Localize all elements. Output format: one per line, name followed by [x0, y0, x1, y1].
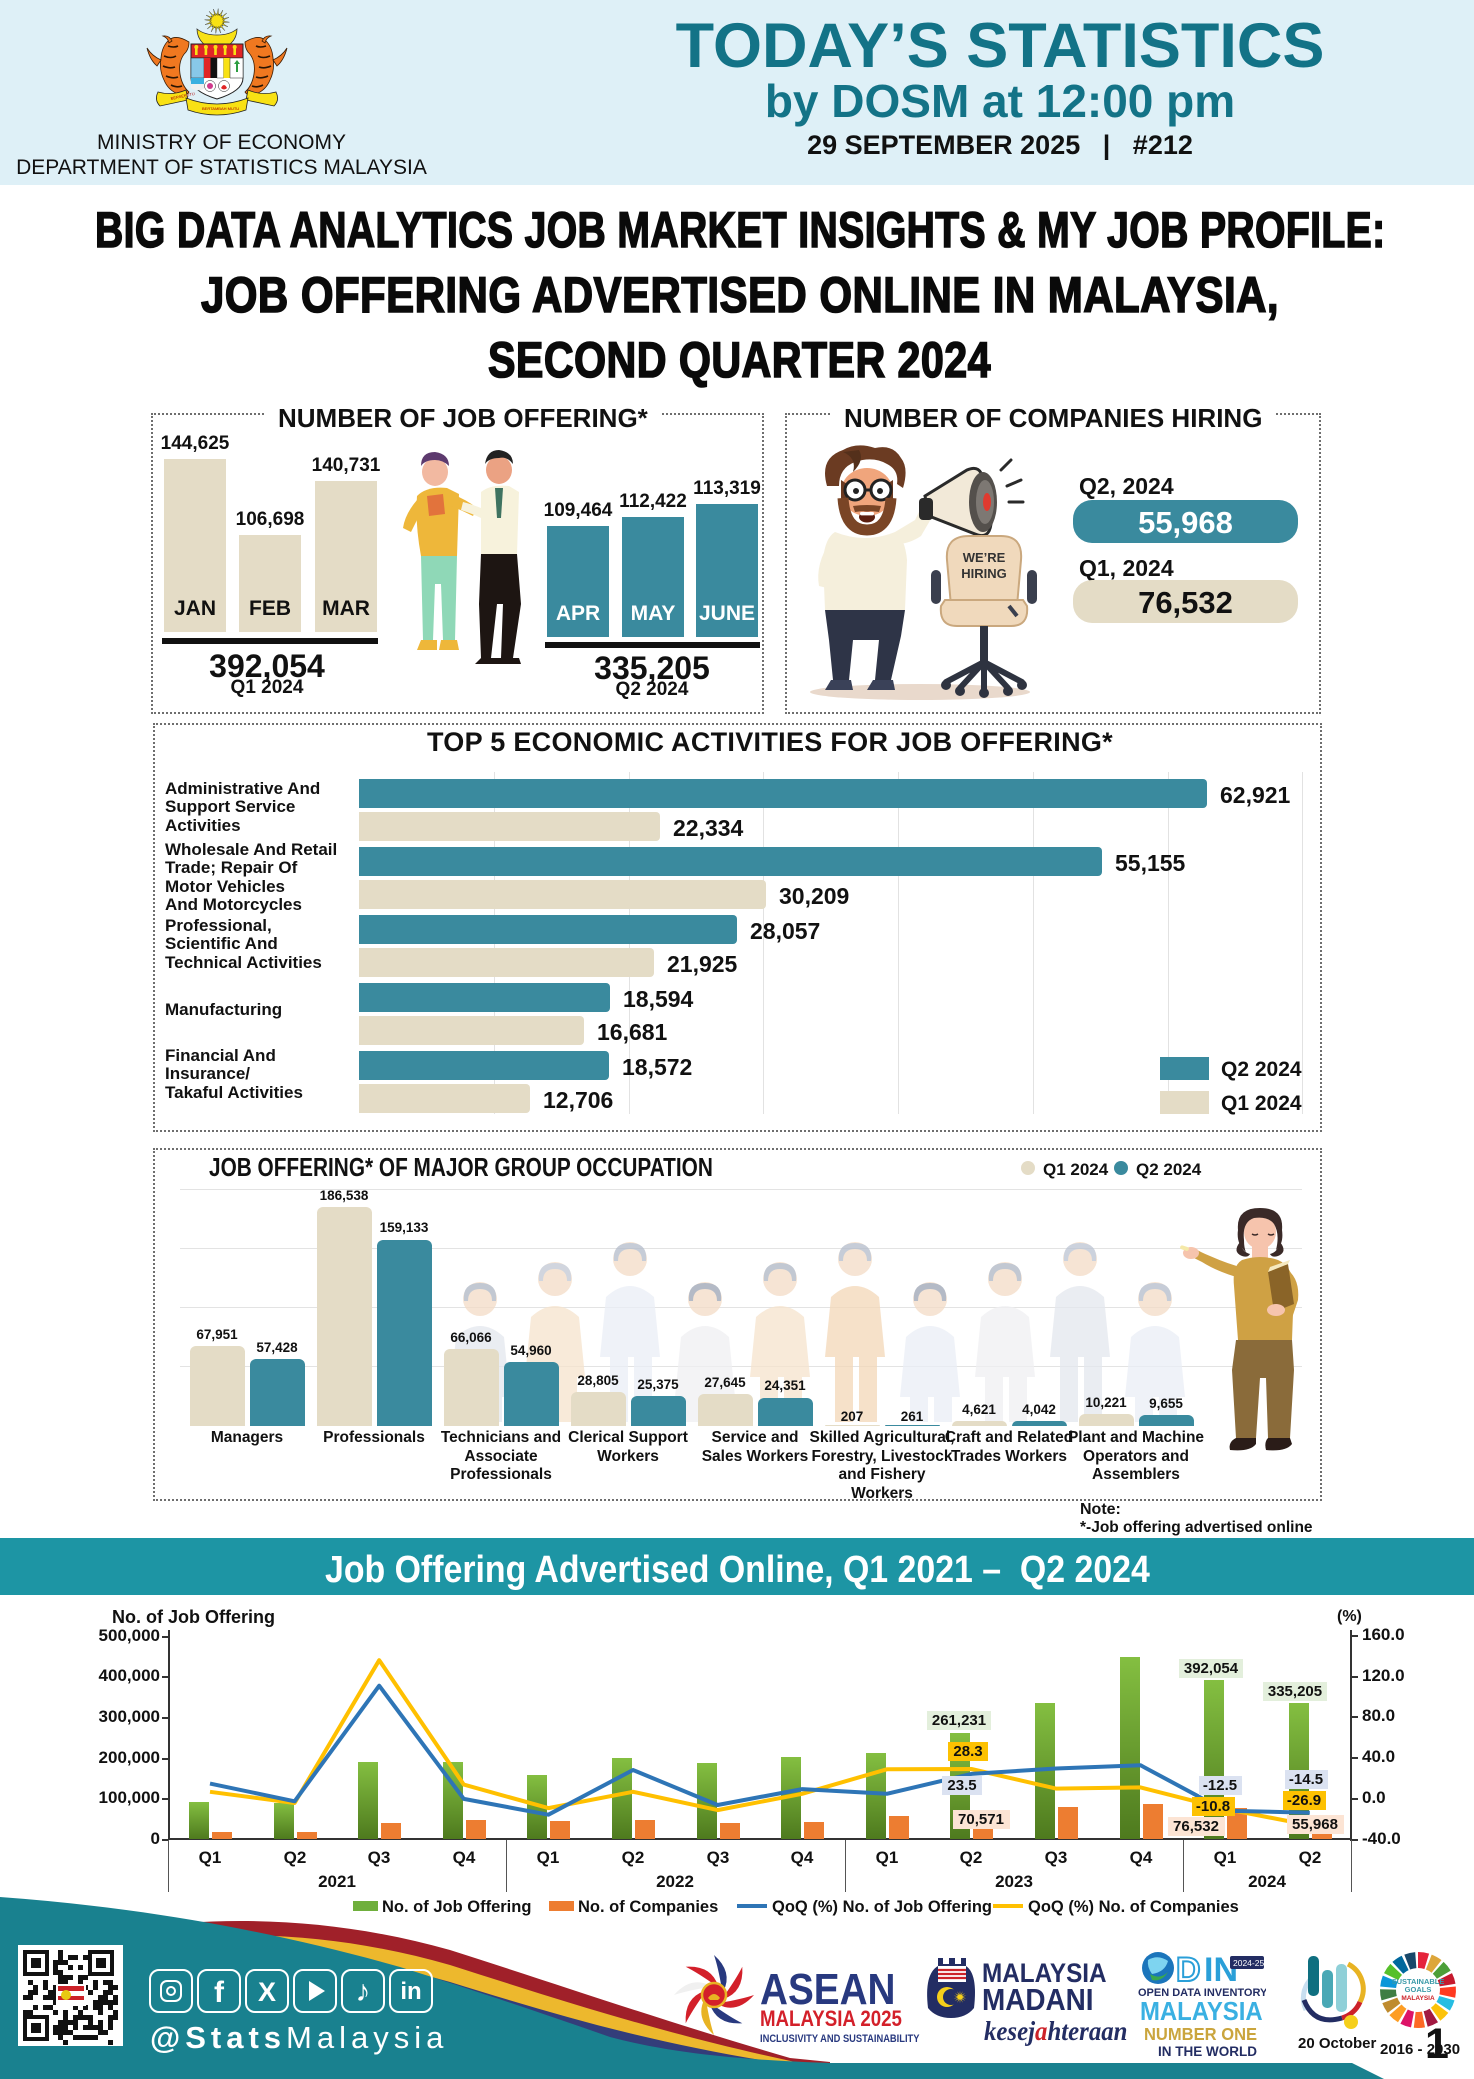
svg-text:HIRING: HIRING: [961, 566, 1007, 581]
svg-text:OPEN DATA INVENTORY: OPEN DATA INVENTORY: [1138, 1987, 1266, 1999]
svg-text:BERSEKUTU: BERSEKUTU: [170, 91, 195, 101]
svg-text:2016 - 2030: 2016 - 2030: [1380, 2041, 1460, 2058]
svg-text:D: D: [1176, 1951, 1201, 1989]
svg-text:MALAYSIA: MALAYSIA: [1401, 1995, 1435, 2002]
svg-text:NUMBER ONE: NUMBER ONE: [1144, 2023, 1257, 2044]
svg-text:MALAYSIA: MALAYSIA: [1140, 1997, 1263, 2026]
svg-text:GOALS: GOALS: [1405, 1985, 1432, 1994]
svg-text:ASEAN: ASEAN: [760, 1964, 896, 2014]
svg-text:INCLUSIVITY AND SUSTAINABILITY: INCLUSIVITY AND SUSTAINABILITY: [760, 2033, 920, 2045]
svg-text:20 October: 20 October: [1298, 2035, 1377, 2052]
svg-text:WE’RE: WE’RE: [963, 550, 1006, 565]
svg-text:BERTAMBAH MUTU: BERTAMBAH MUTU: [202, 106, 239, 111]
svg-text:MALAYSIA 2025: MALAYSIA 2025: [760, 2008, 902, 2032]
svg-text:SUSTAINABLE: SUSTAINABLE: [1392, 1977, 1445, 1986]
svg-text:IN THE WORLD: IN THE WORLD: [1158, 2044, 1257, 2059]
svg-text:kesejahteraan: kesejahteraan: [984, 2016, 1128, 2046]
svg-text:MALAYSIA: MALAYSIA: [982, 1959, 1107, 1988]
svg-text:2024-25: 2024-25: [1233, 1958, 1264, 1968]
svg-text:MADANI: MADANI: [982, 1983, 1094, 2018]
